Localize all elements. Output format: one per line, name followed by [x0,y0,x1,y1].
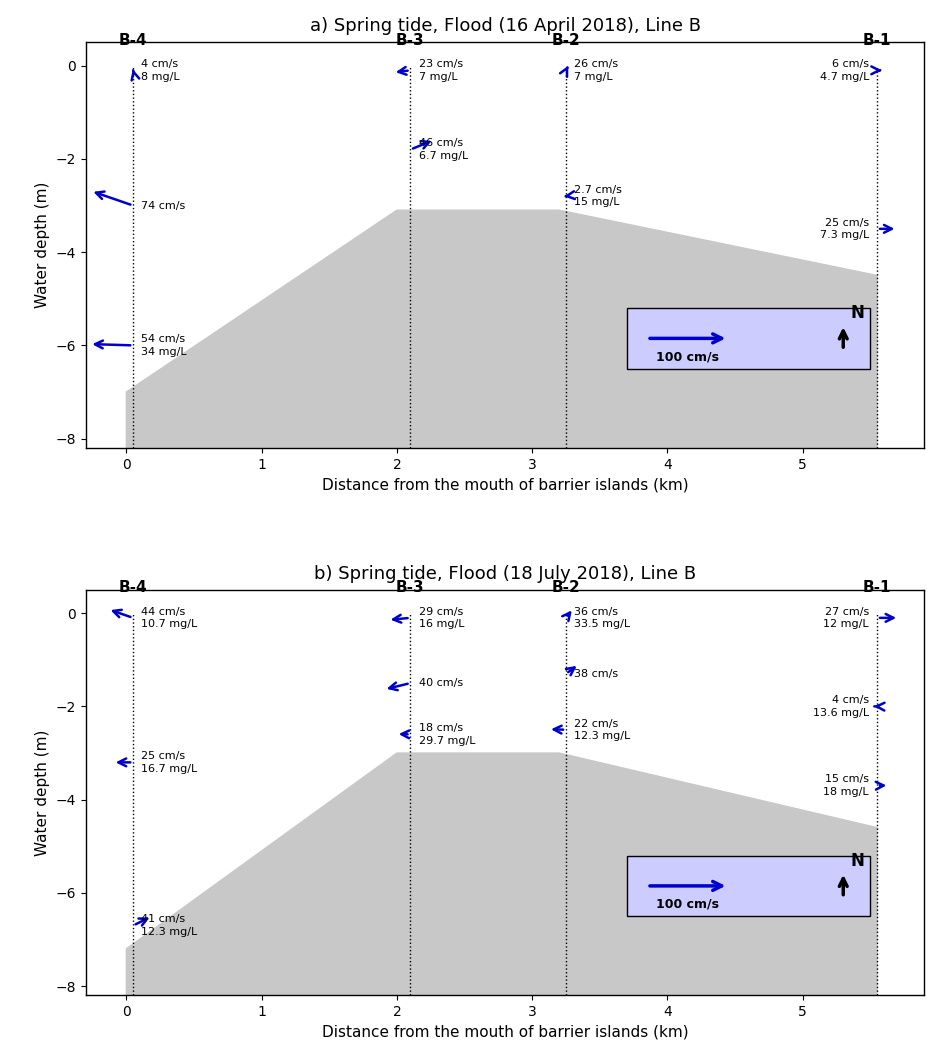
Text: 29 cm/s
16 mg/L: 29 cm/s 16 mg/L [418,607,464,629]
Text: 41 cm/s
12.3 mg/L: 41 cm/s 12.3 mg/L [141,914,197,937]
Bar [626,856,869,916]
Title: b) Spring tide, Flood (18 July 2018), Line B: b) Spring tide, Flood (18 July 2018), Li… [314,564,695,582]
Text: 15 cm/s
18 mg/L: 15 cm/s 18 mg/L [823,774,868,796]
Text: B-3: B-3 [396,33,425,48]
Text: 18 cm/s
29.7 mg/L: 18 cm/s 29.7 mg/L [418,723,474,746]
Y-axis label: Water depth (m): Water depth (m) [35,730,50,856]
Text: 38 cm/s: 38 cm/s [573,669,618,679]
Text: 6 cm/s
4.7 mg/L: 6 cm/s 4.7 mg/L [819,59,868,82]
Y-axis label: Water depth (m): Water depth (m) [35,182,50,308]
Text: 27 cm/s
12 mg/L: 27 cm/s 12 mg/L [823,607,868,629]
X-axis label: Distance from the mouth of barrier islands (km): Distance from the mouth of barrier islan… [322,478,687,492]
Text: 25 cm/s
16.7 mg/L: 25 cm/s 16.7 mg/L [141,751,197,773]
Text: B-1: B-1 [862,580,890,595]
Text: 36 cm/s
33.5 mg/L: 36 cm/s 33.5 mg/L [573,607,629,629]
Text: B-4: B-4 [119,580,148,595]
Text: B-4: B-4 [119,33,148,48]
Text: B-2: B-2 [551,33,580,48]
Text: 54 cm/s
34 mg/L: 54 cm/s 34 mg/L [141,335,187,357]
Text: 74 cm/s: 74 cm/s [141,200,186,211]
Text: N: N [849,304,863,322]
Text: B-2: B-2 [551,580,580,595]
Text: 22 cm/s
12.3 mg/L: 22 cm/s 12.3 mg/L [573,719,629,741]
Text: 25 cm/s
7.3 mg/L: 25 cm/s 7.3 mg/L [819,218,868,240]
Text: 23 cm/s
7 mg/L: 23 cm/s 7 mg/L [418,59,462,82]
Text: 4 cm/s
13.6 mg/L: 4 cm/s 13.6 mg/L [812,695,868,718]
Text: 4 cm/s
8 mg/L: 4 cm/s 8 mg/L [141,59,180,82]
Text: 46 cm/s
6.7 mg/L: 46 cm/s 6.7 mg/L [418,139,467,161]
Polygon shape [127,210,876,448]
Text: 100 cm/s: 100 cm/s [656,898,719,911]
X-axis label: Distance from the mouth of barrier islands (km): Distance from the mouth of barrier islan… [322,1025,687,1040]
Polygon shape [127,753,876,995]
Text: B-3: B-3 [396,580,425,595]
Text: B-1: B-1 [862,33,890,48]
Title: a) Spring tide, Flood (16 April 2018), Line B: a) Spring tide, Flood (16 April 2018), L… [309,17,700,35]
Text: N: N [849,851,863,869]
Text: 44 cm/s
10.7 mg/L: 44 cm/s 10.7 mg/L [141,607,197,629]
Text: 26 cm/s
7 mg/L: 26 cm/s 7 mg/L [573,59,618,82]
Text: 2.7 cm/s
15 mg/L: 2.7 cm/s 15 mg/L [573,185,622,208]
Text: 40 cm/s: 40 cm/s [418,678,462,688]
Bar [626,308,869,369]
Text: 100 cm/s: 100 cm/s [656,351,719,363]
